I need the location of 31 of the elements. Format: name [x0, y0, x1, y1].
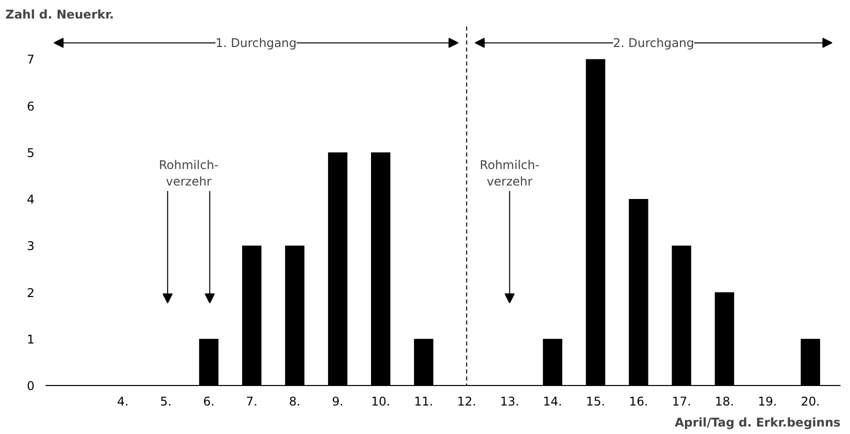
- x-tick-label: 12.: [457, 394, 476, 408]
- x-tick-label: 19.: [758, 394, 777, 408]
- x-tick-label: 17.: [672, 394, 692, 408]
- x-tick-label: 7.: [246, 394, 258, 408]
- annotation: Rohmilch- verzehr: [480, 158, 540, 189]
- y-tick-label: 1: [26, 332, 35, 346]
- y-tick-label: 3: [26, 239, 35, 254]
- x-tick-label: 13.: [500, 394, 520, 408]
- x-tick-label: 9.: [332, 394, 344, 408]
- x-tick-label: 8.: [289, 394, 300, 408]
- x-tick-label: 6.: [203, 394, 215, 408]
- y-tick-label: 2: [26, 286, 35, 300]
- annotation: 1. Durchgang: [215, 36, 297, 50]
- x-tick-label: 15.: [586, 394, 606, 408]
- x-axis-title: April/Tag d. Erkr.beginns: [674, 416, 841, 430]
- y-tick-label: 5: [26, 146, 35, 160]
- annotation: Rohmilch- verzehr: [158, 158, 219, 189]
- y-axis-title: Zahl d. Neuerkr.: [6, 8, 114, 22]
- x-tick-label: 18.: [714, 394, 734, 408]
- x-tick-label: 20.: [800, 394, 820, 408]
- y-tick-label: 4: [26, 192, 35, 207]
- x-tick-label: 16.: [628, 394, 648, 408]
- x-tick-label: 5.: [160, 394, 172, 408]
- x-tick-label: 14.: [543, 394, 562, 408]
- y-tick-label: 7: [26, 52, 35, 67]
- x-tick-label: 4.: [117, 394, 129, 408]
- y-tick-label: 6: [26, 99, 35, 114]
- x-tick-label: 11.: [414, 394, 434, 408]
- x-tick-label: 10.: [371, 394, 390, 408]
- annotation: 2. Durchgang: [612, 36, 694, 50]
- y-tick-label: 0: [26, 379, 35, 393]
